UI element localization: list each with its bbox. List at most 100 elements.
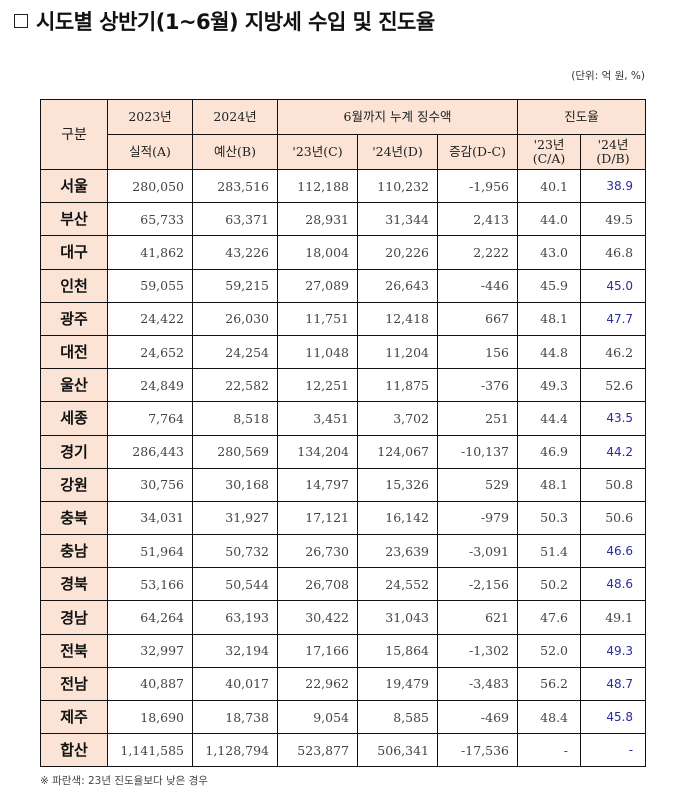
region-cell: 경북 — [40, 567, 108, 602]
header-c23: '23년(C) — [277, 134, 358, 170]
rate24-line2: (D/B) — [596, 151, 630, 166]
cell-r24: 46.8 — [580, 235, 647, 270]
cell-r24: 44.2 — [580, 434, 647, 469]
table-row: 경기 286,443 280,569 134,204 124,067 -10,137 46.… — [40, 434, 647, 469]
cell-diff: -1,302 — [436, 633, 519, 668]
header-actual-a: 실적(A) — [107, 134, 193, 170]
header-rate24: '24년 (D/B) — [580, 134, 647, 170]
region-cell: 충남 — [40, 534, 108, 569]
cell-b: 283,516 — [192, 168, 278, 204]
cell-a: 59,055 — [107, 268, 193, 303]
cell-diff: 251 — [436, 401, 519, 436]
cell-diff: 667 — [436, 301, 519, 336]
cell-r23: 50.3 — [517, 500, 582, 536]
cell-r23: 49.3 — [517, 368, 582, 403]
header-progress: 진도율 — [517, 99, 647, 135]
cell-diff: -446 — [436, 268, 519, 303]
cell-r24: 45.0 — [580, 268, 647, 303]
cell-diff: -979 — [436, 500, 519, 536]
header-cumulative: 6월까지 누계 징수액 — [276, 99, 519, 135]
cell-r24: 38.9 — [580, 168, 647, 204]
cell-r24: 49.3 — [580, 633, 647, 668]
cell-b: 1,128,794 — [192, 733, 278, 768]
cell-d: 24,552 — [357, 567, 438, 602]
header-d24: '24년(D) — [357, 134, 438, 170]
cell-d: 16,142 — [357, 500, 438, 536]
cell-c: 30,422 — [277, 600, 358, 635]
cell-b: 40,017 — [192, 666, 278, 702]
cell-r23: 48.1 — [517, 301, 582, 336]
cell-diff: 621 — [436, 600, 519, 635]
cell-b: 18,738 — [192, 699, 278, 735]
table-row: 인천 59,055 59,215 27,089 26,643 -446 45.9 45.0 — [40, 268, 647, 303]
cell-r23: - — [517, 733, 582, 768]
region-cell: 인천 — [40, 268, 108, 303]
cell-r23: 56.2 — [517, 666, 582, 702]
table-row: 광주 24,422 26,030 11,751 12,418 667 48.1 47.7 — [40, 301, 647, 336]
cell-r23: 52.0 — [517, 633, 582, 668]
cell-c: 17,121 — [277, 500, 358, 536]
cell-a: 24,849 — [107, 368, 193, 403]
cell-r24: 48.7 — [580, 666, 647, 702]
cell-r24: 50.8 — [580, 467, 647, 502]
rate23-line2: (C/A) — [532, 151, 566, 166]
cell-b: 31,927 — [192, 500, 278, 536]
cell-a: 18,690 — [107, 699, 193, 735]
cell-a: 32,997 — [107, 633, 193, 668]
cell-r23: 44.0 — [517, 202, 582, 237]
cell-diff: 2,413 — [436, 202, 519, 237]
header-rate23: '23년 (C/A) — [517, 134, 582, 170]
cell-diff: -3,483 — [436, 666, 519, 702]
cell-a: 51,964 — [107, 534, 193, 569]
cell-r24: 49.5 — [580, 202, 647, 237]
cell-r24: 50.6 — [580, 500, 647, 536]
header-diff: 증감(D-C) — [436, 134, 519, 170]
table-row: 세종 7,764 8,518 3,451 3,702 251 44.4 43.5 — [40, 401, 647, 436]
cell-b: 280,569 — [192, 434, 278, 469]
cell-c: 26,708 — [277, 567, 358, 602]
cell-r23: 50.2 — [517, 567, 582, 602]
region-cell: 대구 — [40, 235, 108, 270]
cell-d: 20,226 — [357, 235, 438, 270]
cell-c: 3,451 — [277, 401, 358, 436]
cell-r24: 52.6 — [580, 368, 647, 403]
cell-r24: 47.7 — [580, 301, 647, 336]
cell-diff: -376 — [436, 368, 519, 403]
cell-r23: 48.1 — [517, 467, 582, 502]
table-row: 울산 24,849 22,582 12,251 11,875 -376 49.3 52.6 — [40, 368, 647, 403]
region-cell: 합산 — [40, 733, 108, 768]
cell-r24: 48.6 — [580, 567, 647, 602]
region-cell: 전남 — [40, 666, 108, 702]
cell-b: 59,215 — [192, 268, 278, 303]
cell-d: 8,585 — [357, 699, 438, 735]
header-2024: 2024년 — [192, 99, 278, 135]
cell-c: 112,188 — [277, 168, 358, 204]
region-cell: 제주 — [40, 699, 108, 735]
cell-a: 40,887 — [107, 666, 193, 702]
cell-r24: 43.5 — [580, 401, 647, 436]
cell-c: 28,931 — [277, 202, 358, 237]
region-cell: 전북 — [40, 633, 108, 668]
region-cell: 세종 — [40, 401, 108, 436]
cell-c: 18,004 — [277, 235, 358, 270]
cell-r24: 49.1 — [580, 600, 647, 635]
table-row: 충북 34,031 31,927 17,121 16,142 -979 50.3 50.6 — [40, 500, 647, 536]
cell-d: 23,639 — [357, 534, 438, 569]
cell-d: 3,702 — [357, 401, 438, 436]
header-budget-b: 예산(B) — [192, 134, 278, 170]
cell-r24: 46.2 — [580, 334, 647, 370]
cell-c: 22,962 — [277, 666, 358, 702]
cell-c: 134,204 — [277, 434, 358, 469]
table-row: 제주 18,690 18,738 9,054 8,585 -469 48.4 45.8 — [40, 699, 647, 735]
cell-diff: 529 — [436, 467, 519, 502]
cell-diff: -10,137 — [436, 434, 519, 469]
table-row: 경북 53,166 50,544 26,708 24,552 -2,156 50.2 48.6 — [40, 567, 647, 602]
cell-diff: 2,222 — [436, 235, 519, 270]
cell-diff: -1,956 — [436, 168, 519, 204]
cell-d: 31,344 — [357, 202, 438, 237]
cell-c: 11,048 — [277, 334, 358, 370]
cell-r23: 45.9 — [517, 268, 582, 303]
cell-d: 15,864 — [357, 633, 438, 668]
header-gubun: 구분 — [40, 99, 108, 170]
cell-a: 1,141,585 — [107, 733, 193, 768]
